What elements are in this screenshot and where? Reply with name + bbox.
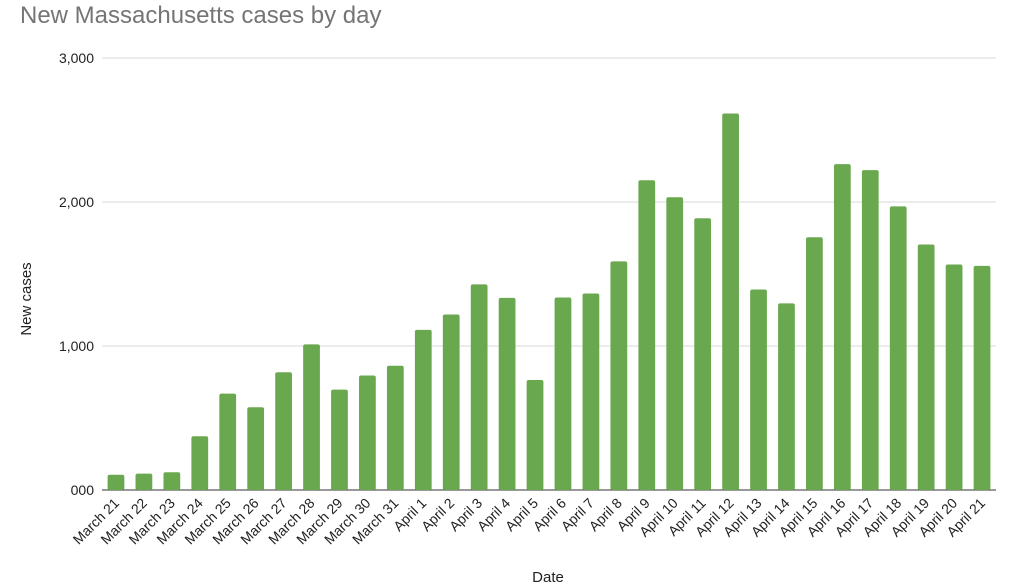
bar <box>331 389 348 490</box>
bar <box>638 180 656 491</box>
bar <box>610 261 628 490</box>
x-axis-label: Date <box>532 569 564 586</box>
bar <box>526 379 544 490</box>
bar <box>861 170 879 490</box>
bar <box>498 297 516 490</box>
bar <box>191 436 209 490</box>
y-tick-label: 000 <box>71 482 95 498</box>
y-axis-ticks: 000 1,000 2,000 3,000 <box>59 50 94 498</box>
bar <box>973 265 991 490</box>
bar <box>778 303 795 490</box>
y-tick-label: 1,000 <box>59 338 94 354</box>
bar <box>945 264 963 490</box>
bar <box>275 372 292 490</box>
bar <box>917 244 935 490</box>
bar <box>442 314 460 490</box>
bar <box>833 164 851 491</box>
bar <box>247 407 265 490</box>
y-tick-label: 2,000 <box>59 194 94 210</box>
bar <box>219 393 237 490</box>
bar <box>414 329 432 490</box>
bar <box>554 297 572 490</box>
bar <box>107 474 125 490</box>
bar <box>359 375 376 490</box>
bar <box>750 289 767 490</box>
bar <box>470 284 488 490</box>
bar <box>666 197 684 491</box>
y-axis-label: New cases <box>18 262 35 335</box>
bar <box>582 293 600 490</box>
bar <box>806 237 823 490</box>
bar <box>889 206 907 490</box>
bars <box>107 113 991 491</box>
bar <box>694 218 712 490</box>
bar <box>163 472 181 490</box>
bar <box>386 365 404 490</box>
bar <box>722 113 739 490</box>
chart-title: New Massachusetts cases by day <box>20 2 382 29</box>
bar <box>135 473 153 490</box>
bar <box>303 344 320 490</box>
y-tick-label: 3,000 <box>59 50 94 66</box>
